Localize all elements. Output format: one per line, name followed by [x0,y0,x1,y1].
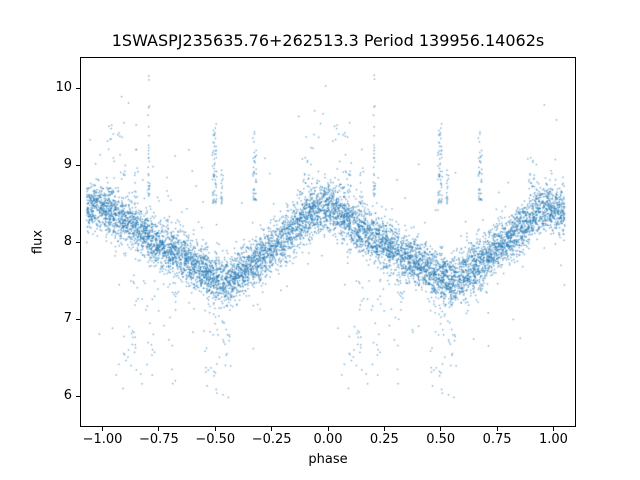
plot-frame [80,57,576,427]
x-tick-mark [496,427,498,431]
y-tick-mark [76,395,80,397]
chart-title: 1SWASPJ235635.76+262513.3 Period 139956.… [111,31,545,50]
x-tick-label: 0.25 [369,432,399,447]
x-tick-mark [383,427,385,431]
x-tick-mark [158,427,160,431]
x-tick-mark [271,427,273,431]
x-tick-label: −0.75 [138,432,179,447]
x-tick-label: 0.00 [313,432,343,447]
x-tick-mark [327,427,329,431]
x-axis-label: phase [308,452,348,467]
x-tick-label: 0.75 [482,432,512,447]
y-tick-label: 10 [55,80,72,96]
y-tick-mark [76,241,80,243]
x-tick-label: 0.50 [426,432,456,447]
x-tick-label: −1.00 [82,432,123,447]
y-tick-label: 7 [63,311,72,327]
x-tick-mark [440,427,442,431]
y-tick-label: 6 [63,388,72,404]
y-tick-label: 9 [63,157,72,173]
x-tick-mark [102,427,104,431]
y-axis-label: flux [30,229,46,255]
y-tick-mark [76,164,80,166]
x-tick-label: −0.25 [251,432,292,447]
x-tick-mark [552,427,554,431]
y-tick-mark [76,87,80,89]
y-tick-mark [76,318,80,320]
x-tick-label: 1.00 [538,432,568,447]
x-tick-label: −0.50 [195,432,236,447]
y-tick-label: 8 [63,234,72,250]
x-tick-mark [214,427,216,431]
